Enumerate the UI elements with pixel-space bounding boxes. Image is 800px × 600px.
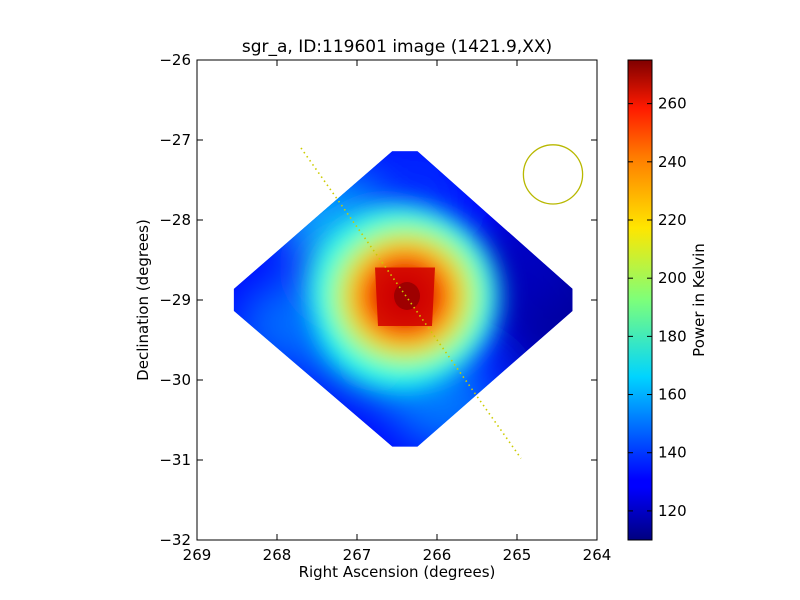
x-tick-label: 268 <box>263 546 292 564</box>
y-tick-label: −27 <box>159 131 191 149</box>
colorbar-tick-label: 160 <box>658 386 687 404</box>
beam-circle <box>522 144 584 205</box>
y-axis-label: Declination (degrees) <box>134 219 152 381</box>
x-tick-label: 264 <box>583 546 612 564</box>
x-axis-label: Right Ascension (degrees) <box>299 563 496 581</box>
chart-title: sgr_a, ID:119601 image (1421.9,XX) <box>242 37 552 57</box>
colorbar-label: Power in Kelvin <box>690 243 708 357</box>
galactic-plane-line <box>300 147 522 459</box>
y-tick-label: −30 <box>159 371 191 389</box>
y-tick-label: −26 <box>159 51 191 69</box>
colorbar-tick-label: 220 <box>658 211 687 229</box>
colorbar: 120 140 160 180 200 220 240 260 Power in Kelvin <box>627 59 708 541</box>
x-tick-label: 267 <box>343 546 372 564</box>
x-tick-label: 266 <box>423 546 452 564</box>
y-tick-label: −31 <box>159 451 191 469</box>
x-tick-label: 265 <box>503 546 532 564</box>
y-tick-label: −32 <box>159 531 191 549</box>
colorbar-tick-label: 140 <box>658 444 687 462</box>
peak-center <box>394 282 420 310</box>
x-tick-label: 269 <box>183 546 212 564</box>
colorbar-tick-label: 240 <box>658 153 687 171</box>
colorbar-tick-label: 120 <box>658 502 687 520</box>
colorbar-tick-label: 180 <box>658 327 687 345</box>
colorbar-tick-label: 260 <box>658 95 687 113</box>
colorbar-tick-label: 200 <box>658 269 687 287</box>
y-tick-label: −28 <box>159 211 191 229</box>
x-axis: 269 268 267 266 265 264 <box>183 60 612 564</box>
y-axis: −26 −27 −28 −29 −30 −31 −32 <box>159 51 597 549</box>
colorbar-gradient <box>627 59 653 541</box>
y-tick-label: −29 <box>159 291 191 309</box>
heatmap-region <box>233 151 573 447</box>
